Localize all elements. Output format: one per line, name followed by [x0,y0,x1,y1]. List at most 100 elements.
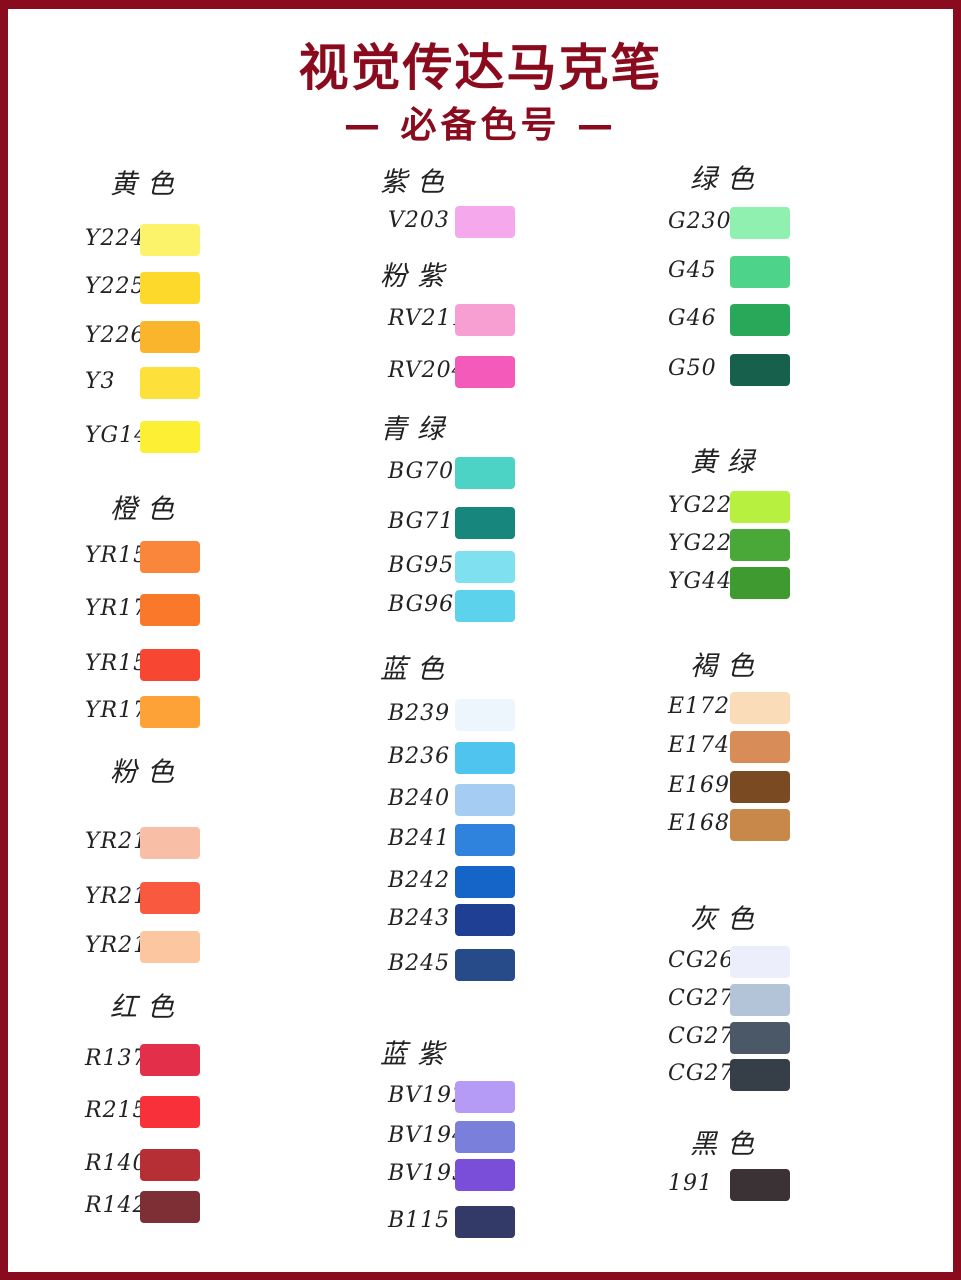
color-swatch [455,1159,515,1191]
color-code: BV195 [388,1161,468,1186]
color-swatch [730,354,790,386]
page-subtitle: — 必备色号 — [343,105,618,146]
color-swatch [455,784,515,816]
color-code: E174 [668,733,731,758]
color-swatch [140,649,200,681]
color-swatch [455,949,515,981]
color-swatch [730,692,790,724]
group-heading: 褐色 [690,651,764,682]
color-swatch [455,590,515,622]
color-swatch [455,457,515,489]
color-code: G45 [668,258,717,283]
color-code: B236 [388,744,451,769]
color-swatch [455,206,515,238]
color-swatch [730,984,790,1016]
color-swatch [455,1121,515,1153]
color-swatch [140,541,200,573]
group-heading: 灰色 [690,904,764,935]
color-swatch [140,1044,200,1076]
color-code: G230 [668,209,732,234]
color-code: B240 [388,786,451,811]
color-code: B242 [388,868,451,893]
color-code: BV192 [388,1083,468,1108]
color-swatch [140,696,200,728]
color-code: Y225 [85,274,146,299]
color-code: YG44 [668,569,733,594]
color-code: BG71 [388,509,455,534]
color-swatch [455,866,515,898]
color-code: R142 [85,1193,148,1218]
group-heading: 橙色 [110,494,184,525]
color-swatch [730,304,790,336]
color-code: R215 [85,1098,148,1123]
group-heading: 蓝色 [380,654,454,685]
color-code: 191 [668,1171,713,1196]
color-swatch [455,551,515,583]
color-swatch [455,699,515,731]
color-swatch [730,567,790,599]
color-swatch [730,491,790,523]
color-swatch [730,207,790,239]
color-swatch [730,946,790,978]
color-swatch [730,1022,790,1054]
color-code: E168 [668,811,731,836]
group-heading: 黑色 [690,1129,764,1160]
color-swatch [455,304,515,336]
color-code: E169 [668,773,731,798]
color-code: V203 [388,208,450,233]
color-code: Y3 [85,369,116,394]
group-heading: 粉色 [110,757,184,788]
color-code: BG96 [388,592,455,617]
color-swatch [730,1169,790,1201]
color-code: R137 [85,1046,148,1071]
group-heading: 绿色 [690,164,764,195]
color-swatch [140,1096,200,1128]
color-code: RV211 [388,306,467,331]
color-code: G50 [668,356,717,381]
color-swatch [140,594,200,626]
color-code: B241 [388,826,451,851]
color-code: B243 [388,906,451,931]
color-swatch [455,824,515,856]
color-code: B245 [388,951,451,976]
color-swatch [140,882,200,914]
color-swatch [455,904,515,936]
group-heading: 青绿 [380,414,454,445]
group-heading: 黄绿 [690,447,764,478]
color-swatch [730,809,790,841]
color-swatch [455,1206,515,1238]
group-heading: 蓝紫 [380,1039,454,1070]
color-swatch [730,771,790,803]
color-swatch [140,321,200,353]
color-swatch [455,356,515,388]
color-swatch [455,742,515,774]
color-swatch [730,529,790,561]
color-swatch [140,421,200,453]
color-swatch [455,507,515,539]
color-code: B115 [388,1208,451,1233]
color-code: RV204 [388,358,467,383]
color-code: Y224 [85,226,146,251]
color-swatch [140,1191,200,1223]
group-heading: 红色 [110,992,184,1023]
page-title: 视觉传达马克笔 [298,39,663,97]
color-swatch [140,367,200,399]
color-code: Y226 [85,323,146,348]
group-heading: 粉紫 [380,261,454,292]
color-swatch [140,827,200,859]
group-heading: 黄色 [110,169,184,200]
color-code: BV194 [388,1123,468,1148]
color-swatch [730,1059,790,1091]
color-swatch [730,256,790,288]
color-swatch [140,1149,200,1181]
color-swatch [140,272,200,304]
color-code: BG70 [388,459,455,484]
color-code: G46 [668,306,717,331]
color-code: BG95 [388,553,455,578]
color-swatch [455,1081,515,1113]
color-swatch [140,931,200,963]
color-swatch [730,731,790,763]
color-code: YG14 [85,423,150,448]
color-code: B239 [388,701,451,726]
